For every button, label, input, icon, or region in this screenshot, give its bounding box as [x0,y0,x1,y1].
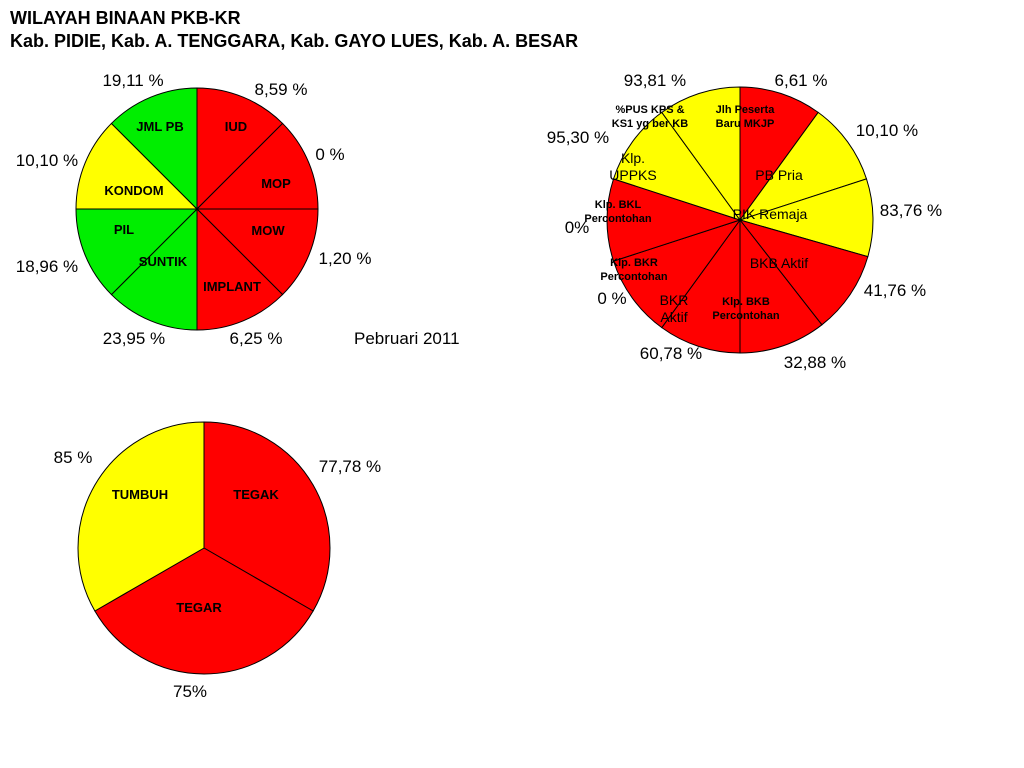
pie-slice [75,208,199,296]
slice-value: 10,10 % [856,121,918,140]
pie-chart-3: TEGAK TEGAR TUMBUH 77,78 % 75% 85 % [54,421,381,701]
slice-value: 10,10 % [16,151,78,170]
slice-value: 6,61 % [775,71,828,90]
slice-label: IMPLANT [203,279,261,294]
slice-label: TEGAR [176,600,222,615]
slice-label: IUD [225,119,247,134]
slice-value: 8,59 % [255,80,308,99]
slice-value: 93,81 % [624,71,686,90]
slice-label: KONDOM [104,183,163,198]
slice-label: BKR Aktif [660,292,689,325]
slice-value: 41,76 % [864,281,926,300]
slice-value: 0% [565,218,590,237]
slice-label: PB Pria [755,167,803,183]
pie-slice [77,421,205,612]
slice-value: 75% [173,682,207,701]
pie-slice [738,111,868,221]
slice-label: PIK Remaja [733,206,808,222]
slice-value: 85 % [54,448,93,467]
pie-slice [110,87,198,211]
slice-value: 19,11 % [102,71,163,90]
slice-label: PIL [114,222,134,237]
pie-slice [661,86,741,222]
slide-subtitle: Kab. PIDIE, Kab. A. TENGGARA, Kab. GAYO … [10,31,579,51]
pie-slice [661,218,741,354]
pie-slice [738,178,874,258]
pie-slice [94,547,314,675]
slice-value: 95,30 % [547,128,609,147]
slice-value: 6,25 % [230,329,283,348]
pie-slice [196,207,284,331]
slice-label: SUNTIK [139,254,188,269]
slice-label: MOP [261,176,291,191]
slice-label: Klp. BKR Percontohan [600,257,668,283]
slice-label: TEGAK [233,487,279,502]
slice-value: 83,76 % [880,201,942,220]
pie-slice [195,208,319,296]
pie-slice [195,122,319,210]
slice-value: 1,20 % [319,249,372,268]
slice-label: Jlh Peserta Baru MKJP [716,104,776,130]
pie-slice [739,86,819,222]
slice-value: 77,78 % [319,457,381,476]
pie-slice [612,111,742,221]
slice-label: JML PB [136,119,183,134]
pie-slice [196,87,284,211]
slice-label: BKB Aktif [750,255,808,271]
slice-value: 0 % [597,289,626,308]
pie-slice [612,219,742,329]
slice-value: 23,95 % [103,329,165,348]
pie-slice [606,178,742,262]
slice-label: Klp. BKB Percontohan [712,296,780,322]
pie-chart-1: IUD MOP MOW IMPLANT SUNTIK PIL KONDOM JML PB 8,5… [16,71,372,348]
slice-value: 0 % [315,145,344,164]
pie-chart-2: Jlh Peserta Baru MKJP PB Pria PIK Remaja BKB… [547,71,942,372]
slice-value: 60,78 % [640,344,702,363]
pie-slice [75,122,199,210]
slice-label: MOW [251,223,285,238]
pie-slice [203,421,331,612]
date-label: Pebruari 2011 [354,329,460,348]
slice-label: Klp. BKL Percontohan [584,199,652,225]
slice-label: %PUS KPS & KS1 yg ber KB [612,104,688,130]
pie-slice [739,218,823,354]
slice-value: 32,88 % [784,353,846,372]
pie-slice [110,207,198,331]
slide-title: WILAYAH BINAAN PKB-KR [10,8,241,28]
pie-slice [738,219,869,326]
slice-label: Klp. UPPKS [609,150,656,183]
slice-label: TUMBUH [112,487,168,502]
slice-value: 18,96 % [16,257,78,276]
